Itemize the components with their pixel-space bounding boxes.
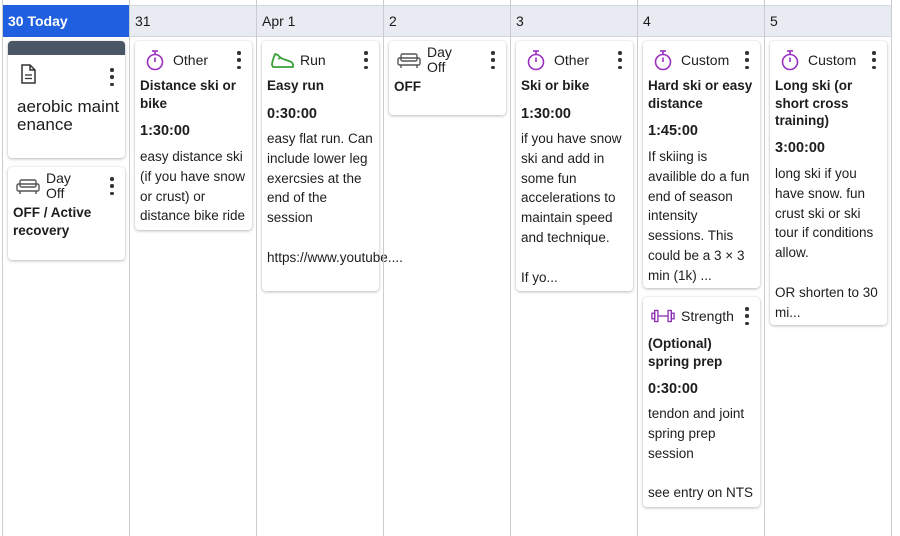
workout-type-label: Day Off (46, 170, 71, 201)
day-column-apr-1[interactable]: Apr 1 Run Easy run 0:30:00 easy flat run… (256, 0, 403, 536)
workout-menu-button[interactable] (234, 51, 244, 69)
workout-card-day-off[interactable]: Day Off OFF / Active recovery (8, 167, 125, 260)
workout-duration: 1:45:00 (648, 123, 698, 139)
workout-duration: 0:30:00 (267, 106, 317, 122)
workout-card-other[interactable]: Other Ski or bike 1:30:00 if you have sn… (516, 41, 633, 291)
workout-card-custom[interactable]: Custom Long ski (or short cross training… (770, 41, 887, 325)
workout-menu-button[interactable] (488, 51, 498, 69)
workout-duration: 1:30:00 (521, 106, 571, 122)
workout-description: if you have snow ski and add in some fun… (521, 131, 622, 285)
workout-type-label: Custom (808, 51, 857, 68)
workout-title: OFF (394, 79, 421, 94)
workout-type-label: Strength (681, 307, 734, 324)
day-column-30[interactable]: 30 Today aerobic maintenance Day Off OFF… (2, 0, 129, 536)
workout-description: If skiing is availible do a fun end of s… (648, 149, 750, 283)
workout-description: long ski if you have snow. fun crust ski… (775, 166, 878, 320)
day-header[interactable]: 5 (765, 5, 891, 37)
workout-duration: 0:30:00 (648, 381, 698, 397)
note-card-text: aerobic maintenance (17, 97, 120, 134)
workout-card-run[interactable]: Run Easy run 0:30:00 easy flat run. Can … (262, 41, 403, 291)
note-card-bar (8, 41, 125, 55)
workout-title: OFF / Active recovery (13, 205, 92, 238)
workout-duration: 3:00:00 (775, 140, 825, 156)
day-header-today[interactable]: 30 Today (3, 5, 129, 37)
workout-type-label: Custom (681, 51, 730, 68)
stopwatch-icon (524, 48, 548, 72)
dumbbell-icon (651, 304, 675, 328)
stopwatch-icon (778, 48, 802, 72)
workout-menu-button[interactable] (742, 307, 752, 325)
stopwatch-icon (143, 48, 167, 72)
workout-duration: 1:30:00 (140, 123, 190, 139)
workout-description: easy distance ski (if you have snow or c… (140, 149, 246, 224)
workout-title: Long ski (or short cross training) (775, 78, 853, 128)
workout-title: Distance ski or bike (140, 78, 237, 111)
workout-type-label: Other (554, 51, 590, 68)
workout-menu-button[interactable] (869, 51, 879, 69)
workout-title: (Optional) spring prep (648, 336, 723, 369)
note-card-menu-button[interactable] (107, 68, 117, 86)
day-column-5[interactable]: 5 Custom Long ski (or short cross traini… (764, 0, 892, 536)
stopwatch-icon (651, 48, 675, 72)
workout-type-label: Run (300, 51, 326, 68)
workout-title: Hard ski or easy distance (648, 78, 753, 111)
workout-menu-button[interactable] (361, 51, 371, 69)
workout-title: Ski or bike (521, 78, 590, 93)
workout-title: Easy run (267, 78, 325, 93)
day-header[interactable]: 2 (384, 5, 510, 37)
workout-card-day-off[interactable]: Day Off OFF (389, 41, 506, 115)
couch-icon (16, 174, 40, 198)
day-header[interactable]: 3 (511, 5, 637, 37)
day-column-2[interactable]: 2 Day Off OFF (383, 0, 510, 536)
workout-menu-button[interactable] (742, 51, 752, 69)
document-icon (16, 62, 40, 86)
workout-description: easy flat run. Can include lower leg exe… (267, 131, 403, 265)
day-header[interactable]: 4 (638, 5, 764, 37)
workout-card-strength[interactable]: Strength (Optional) spring prep 0:30:00 … (643, 297, 760, 507)
note-card[interactable]: aerobic maintenance (8, 41, 125, 158)
workout-description: tendon and joint spring prep session see… (648, 406, 754, 501)
couch-icon (397, 48, 421, 72)
workout-menu-button[interactable] (615, 51, 625, 69)
workout-card-custom[interactable]: Custom Hard ski or easy distance 1:45:00… (643, 41, 760, 288)
day-header[interactable]: 31 (130, 5, 256, 37)
shoe-icon (270, 48, 294, 72)
workout-type-label: Day Off (427, 44, 452, 75)
day-header[interactable]: Apr 1 (257, 5, 383, 37)
day-column-3[interactable]: 3 Other Ski or bike 1:30:00 if you have … (510, 0, 637, 536)
workout-menu-button[interactable] (107, 177, 117, 195)
day-column-4[interactable]: 4 Custom Hard ski or easy distance 1:45:… (637, 0, 764, 536)
workout-card-other[interactable]: Other Distance ski or bike 1:30:00 easy … (135, 41, 252, 230)
day-column-31[interactable]: 31 Other Distance ski or bike 1:30:00 ea… (129, 0, 256, 536)
workout-type-label: Other (173, 51, 209, 68)
